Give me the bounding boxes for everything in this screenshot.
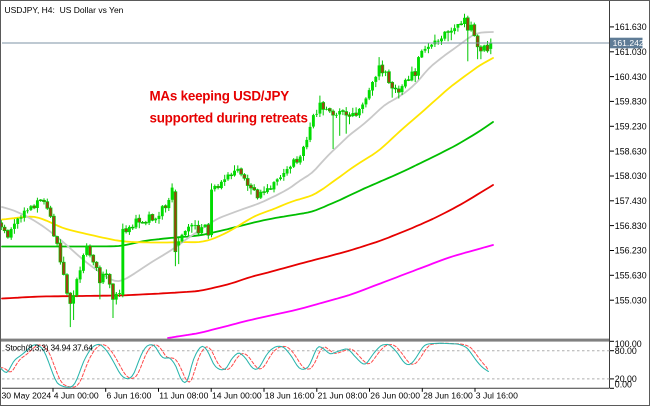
svg-text:155.630: 155.630 bbox=[615, 271, 647, 281]
svg-text:159.230: 159.230 bbox=[615, 122, 647, 132]
svg-text:156.830: 156.830 bbox=[615, 221, 647, 231]
svg-text:157.430: 157.430 bbox=[615, 196, 647, 206]
svg-text:100.00: 100.00 bbox=[615, 339, 642, 349]
svg-text:161.030: 161.030 bbox=[615, 47, 647, 57]
svg-text:158.030: 158.030 bbox=[615, 171, 647, 181]
svg-text:21 Jun 08:00: 21 Jun 08:00 bbox=[318, 391, 368, 401]
svg-text:155.030: 155.030 bbox=[615, 295, 647, 305]
svg-text:0.00: 0.00 bbox=[615, 380, 632, 390]
svg-text:161.242: 161.242 bbox=[613, 38, 644, 48]
svg-text:Stoch(8,3,3) 34.94 37.64: Stoch(8,3,3) 34.94 37.64 bbox=[5, 343, 93, 353]
svg-text:3 Jul 16:00: 3 Jul 16:00 bbox=[476, 391, 518, 401]
svg-text:159.830: 159.830 bbox=[615, 97, 647, 107]
svg-text:158.630: 158.630 bbox=[615, 146, 647, 156]
svg-text:supported during retreats: supported during retreats bbox=[150, 111, 308, 126]
svg-text:160.430: 160.430 bbox=[615, 72, 647, 82]
svg-text:28 Jun 16:00: 28 Jun 16:00 bbox=[423, 391, 473, 401]
svg-text:14 Jun 00:00: 14 Jun 00:00 bbox=[212, 391, 262, 401]
svg-text:11 Jun 08:00: 11 Jun 08:00 bbox=[159, 391, 208, 401]
svg-text:26 Jun 00:00: 26 Jun 00:00 bbox=[370, 391, 420, 401]
svg-text:4 Jun 00:00: 4 Jun 00:00 bbox=[54, 391, 99, 401]
svg-text:30 May 2024: 30 May 2024 bbox=[2, 391, 52, 401]
svg-text:18 Jun 16:00: 18 Jun 16:00 bbox=[265, 391, 315, 401]
svg-text:6 Jun 16:00: 6 Jun 16:00 bbox=[107, 391, 152, 401]
svg-text:USDJPY, H4: US Dollar vs Yen: USDJPY, H4: US Dollar vs Yen bbox=[5, 5, 124, 15]
svg-text:MAs keeping USD/JPY: MAs keeping USD/JPY bbox=[150, 89, 290, 104]
svg-text:161.630: 161.630 bbox=[615, 22, 647, 32]
svg-text:80.00: 80.00 bbox=[615, 346, 637, 356]
svg-text:156.230: 156.230 bbox=[615, 246, 647, 256]
svg-text:20.00: 20.00 bbox=[615, 374, 637, 384]
